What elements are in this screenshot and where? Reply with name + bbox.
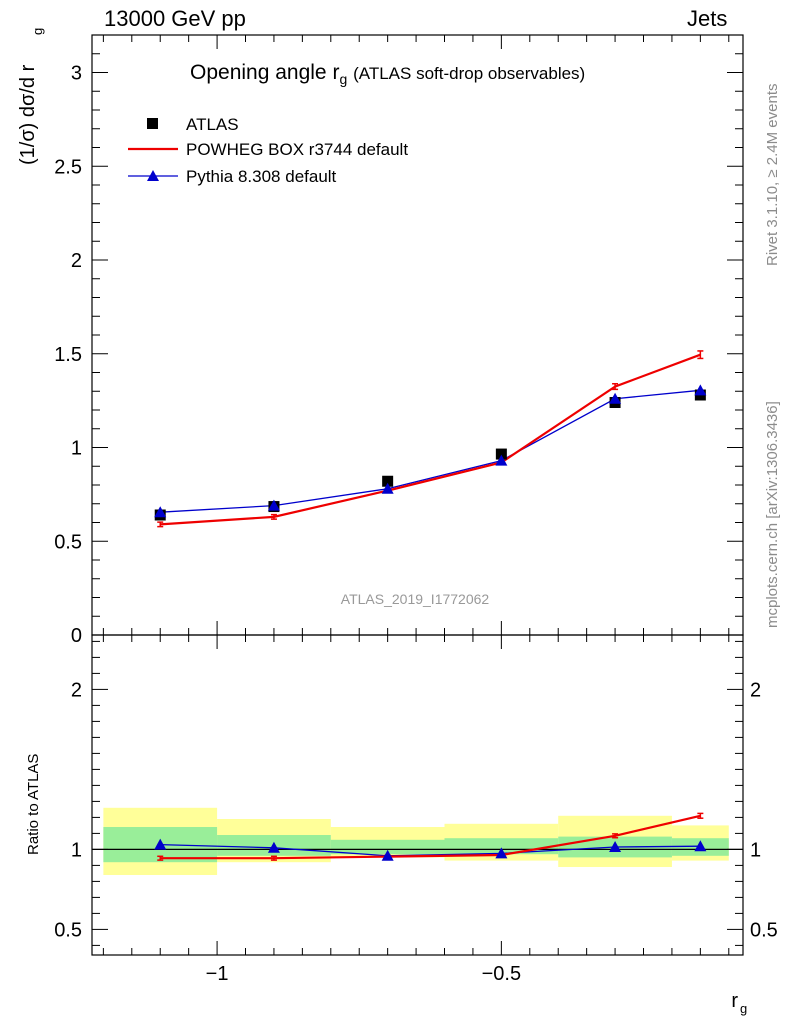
ratio-y-tick-label-left: 2 (71, 679, 82, 701)
main-y-tick-label: 1.5 (54, 344, 82, 366)
x-tick-label: −1 (206, 963, 229, 985)
legend-pythia-label: Pythia 8.308 default (186, 167, 337, 186)
ratio-plot-frame (91, 634, 744, 956)
header-right: Jets (687, 6, 728, 31)
ratio-pythia-marker (154, 838, 167, 850)
y-axis-label: (1/σ) dσ/d r g (17, 28, 45, 165)
header-left: 13000 GeV pp (104, 6, 246, 31)
atlas-data-point (382, 475, 394, 487)
pythia-marker (609, 392, 622, 404)
x-tick-label: −0.5 (482, 963, 521, 985)
ratio-pythia-marker (381, 849, 394, 861)
x-axis-label-sub: g (740, 1001, 747, 1016)
y-axis-label-text: (1/σ) dσ/d r (17, 64, 39, 165)
legend-pythia-marker (147, 170, 159, 181)
analysis-watermark: ATLAS_2019_I1772062 (341, 591, 490, 607)
powheg-line (160, 353, 701, 526)
legend-powheg-label: POWHEG BOX r3744 default (186, 140, 408, 159)
pythia-line (160, 389, 701, 513)
ratio-y-tick-label-right: 2 (750, 679, 761, 701)
main-y-tick-label: 0.5 (54, 531, 82, 553)
chart-title: Opening angle rg (ATLAS soft-drop observ… (190, 61, 586, 88)
ratio-pythia-marker (609, 841, 622, 852)
ratio-band-green (330, 839, 445, 855)
ratio-pythia-marker (267, 841, 280, 853)
ratio-y-axis-label-text: Ratio to ATLAS (25, 754, 42, 855)
ratio-powheg-line (160, 814, 701, 860)
ratio-pythia-marker (694, 840, 707, 852)
pythia-marker (694, 384, 707, 396)
atlas-data-point (495, 448, 507, 460)
pythia-marker (154, 506, 167, 518)
pythia-marker (381, 482, 394, 494)
pythia-marker (267, 499, 280, 511)
ratio-pythia-line (160, 843, 701, 857)
main-y-tick-label: 2.5 (54, 156, 82, 178)
legend-atlas-label: ATLAS (186, 115, 239, 134)
x-axis-label: r (731, 990, 738, 1012)
ratio-y-tick-label-left: 1 (71, 839, 82, 861)
ratio-y-tick-label-right: 1 (750, 839, 761, 861)
ratio-y-axis-label: Ratio to ATLAS (25, 754, 42, 855)
legend-atlas-marker (147, 118, 158, 129)
y-axis-label-sub: g (30, 28, 45, 35)
main-y-tick-label: 1 (71, 438, 82, 460)
pythia-marker (495, 454, 508, 466)
ratio-pythia-marker (495, 847, 508, 859)
ratio-y-tick-label-right: 0.5 (750, 919, 778, 941)
main-y-tick-label: 2 (71, 250, 82, 272)
main-y-tick-label: 3 (71, 63, 82, 85)
main-y-tick-label: 0 (71, 625, 82, 647)
ratio-y-tick-label-left: 0.5 (54, 919, 82, 941)
